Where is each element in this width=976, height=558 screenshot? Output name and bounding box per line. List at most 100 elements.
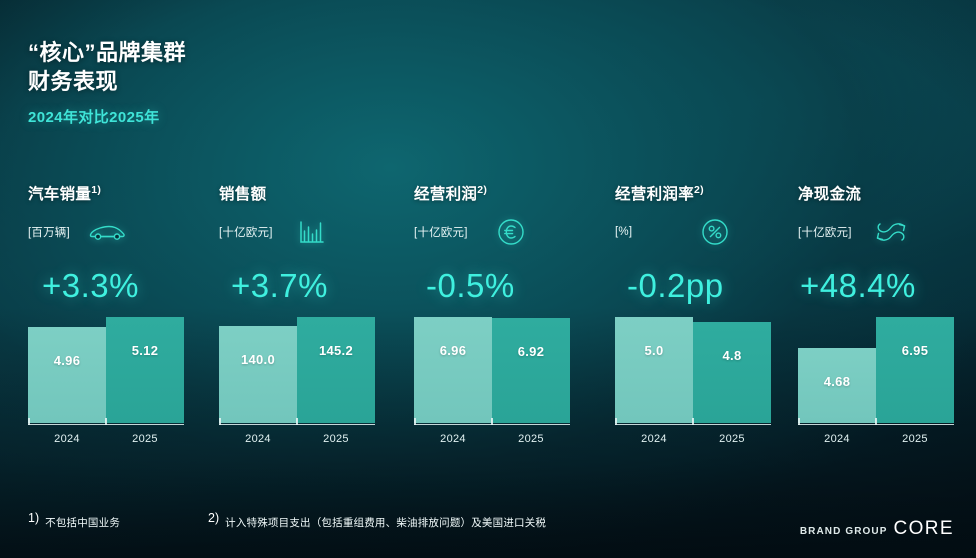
axis-tick-2025: [875, 418, 877, 425]
metric-unit-row: [十亿欧元]: [798, 217, 967, 247]
axis-tick-2025: [296, 418, 298, 425]
bar-2025: 145.2: [297, 317, 375, 423]
metric-unit: [十亿欧元]: [798, 227, 852, 239]
footnote-1-text: 不包括中国业务: [45, 517, 121, 530]
bar-group: 6.96 6.92: [414, 317, 570, 423]
metric-bar-chart: 4.96 5.12 2024 2025: [28, 317, 184, 445]
axis-label-2024: 2024: [54, 433, 80, 445]
percent-circle-icon: [694, 217, 736, 247]
metric-unit-row: [十亿欧元]: [414, 217, 577, 247]
logo-brand-text: BRAND GROUP: [799, 526, 888, 537]
metric-bar-chart: 5.0 4.8 2024 2025: [615, 317, 771, 445]
metric-title: 经营利润2): [414, 182, 577, 204]
metric-bar-chart: 6.96 6.92 2024 2025: [414, 317, 570, 445]
axis-label-2024: 2024: [824, 433, 850, 445]
metric-title: 销售额: [219, 182, 382, 204]
metric-delta: +3.7%: [231, 267, 328, 304]
bar-2025: 4.8: [693, 322, 771, 423]
bar-value-2024: 6.96: [439, 343, 467, 358]
bar-value-2024: 4.96: [53, 353, 81, 368]
metric-title-label: 经营利润率: [615, 186, 695, 203]
bar-2025: 6.92: [492, 318, 570, 423]
axis-tick-2025: [491, 418, 493, 425]
footnote-1-marker: 1): [28, 511, 40, 526]
metric-title-label: 经营利润: [414, 186, 478, 203]
metric-delta: -0.5%: [426, 267, 515, 304]
metric-unit-row: [%]: [615, 217, 772, 247]
page-title-line-2: 财务表现: [28, 69, 119, 95]
metric-title: 汽车销量1): [28, 182, 187, 204]
axis-tick-2024: [615, 418, 617, 425]
bar-2024: 6.96: [414, 317, 492, 423]
axis-label-group: 2024 2025: [615, 433, 771, 445]
metric-unit: [十亿欧元]: [414, 227, 468, 239]
bar-group: 4.96 5.12: [28, 317, 184, 423]
bar-group: 4.68 6.95: [798, 317, 954, 423]
bar-group: 5.0 4.8: [615, 317, 771, 423]
cash-flow-cycle-icon: [870, 217, 912, 247]
metric-title-label: 净现金流: [798, 186, 862, 203]
footnote-2-text: 计入特殊项目支出（包括重组费用、柴油排放问题）及美国进口关税: [225, 517, 547, 530]
metric-unit: [十亿欧元]: [219, 227, 273, 239]
axis-tick-2024: [798, 418, 800, 425]
footnote-1: 1) 不包括中国业务: [28, 512, 208, 530]
metric-footnote-marker: 2): [477, 183, 488, 196]
metric-unit-row: [十亿欧元]: [219, 217, 382, 247]
axis-tick-2025: [692, 418, 694, 425]
bar-2025: 6.95: [876, 317, 954, 423]
bar-value-2025: 5.12: [131, 343, 159, 358]
axis-label-2024: 2024: [245, 433, 271, 445]
axis-tick-2024: [414, 418, 416, 425]
footnotes-area: 1) 不包括中国业务 2) 计入特殊项目支出（包括重组费用、柴油排放问题）及美国…: [28, 512, 546, 530]
axis-label-group: 2024 2025: [219, 433, 375, 445]
axis-label-2025: 2025: [719, 433, 745, 445]
metric-delta: +48.4%: [800, 267, 916, 304]
metric-unit: [%]: [615, 226, 633, 238]
metric-column-operating-profit: 经营利润2) [十亿欧元] -0.5% 6.96: [390, 182, 585, 482]
axis-label-2024: 2024: [440, 433, 466, 445]
bar-value-2024: 140.0: [240, 352, 276, 367]
metric-title: 净现金流: [798, 182, 967, 204]
page-title-line-1: “核心”品牌集群: [28, 40, 187, 65]
bar-value-2025: 4.8: [722, 348, 742, 363]
logo-core-text: CORE: [893, 518, 954, 539]
metric-bar-chart: 4.68 6.95 2024 2025: [798, 317, 954, 445]
bar-value-2024: 5.0: [644, 343, 664, 358]
metric-column-net-cash-flow: 净现金流 [十亿欧元] +48.4% 4.68: [780, 182, 975, 482]
bar-2024: 140.0: [219, 326, 297, 423]
footnote-2: 2) 计入特殊项目支出（包括重组费用、柴油排放问题）及美国进口关税: [208, 512, 546, 530]
bar-2024: 5.0: [615, 317, 693, 423]
metric-delta: -0.2pp: [627, 267, 724, 304]
car-icon: [86, 217, 128, 247]
bar-2025: 5.12: [106, 317, 184, 423]
bar-value-2024: 4.68: [823, 374, 851, 389]
axis-label-group: 2024 2025: [28, 433, 184, 445]
axis-label-2025: 2025: [518, 433, 544, 445]
bar-value-2025: 6.92: [517, 344, 545, 359]
metric-column-operating-margin: 经营利润率2) [%] -0.2pp 5.0: [585, 182, 780, 482]
euro-circle-icon: [490, 217, 532, 247]
bar-2024: 4.96: [28, 327, 106, 423]
metric-title-label: 销售额: [219, 186, 267, 203]
axis-tick-2025: [105, 418, 107, 425]
metric-column-sales-revenue: 销售额 [十亿欧元] +3.7%: [195, 182, 390, 482]
metric-title-label: 汽车销量: [28, 186, 92, 203]
axis-label-2025: 2025: [902, 433, 928, 445]
metric-unit-row: [百万辆]: [28, 217, 187, 247]
metric-column-vehicle-sales: 汽车销量1) [百万辆] +3.3% 4.96: [0, 182, 195, 482]
bar-group: 140.0 145.2: [219, 317, 375, 423]
metric-unit: [百万辆]: [28, 227, 70, 239]
axis-label-group: 2024 2025: [414, 433, 570, 445]
slide-header: “核心”品牌集群 财务表现 2024年对比2025年: [28, 38, 186, 127]
axis-label-group: 2024 2025: [798, 433, 954, 445]
metrics-row: 汽车销量1) [百万辆] +3.3% 4.96: [0, 182, 976, 482]
axis-label-2025: 2025: [323, 433, 349, 445]
metric-footnote-marker: 2): [694, 183, 704, 196]
bar-chart-icon: [291, 217, 333, 247]
metric-title: 经营利润率2): [615, 182, 772, 204]
brand-logo: BRAND GROUP CORE: [800, 518, 954, 540]
axis-label-2025: 2025: [132, 433, 158, 445]
bar-2024: 4.68: [798, 348, 876, 423]
axis-tick-2024: [28, 418, 30, 425]
